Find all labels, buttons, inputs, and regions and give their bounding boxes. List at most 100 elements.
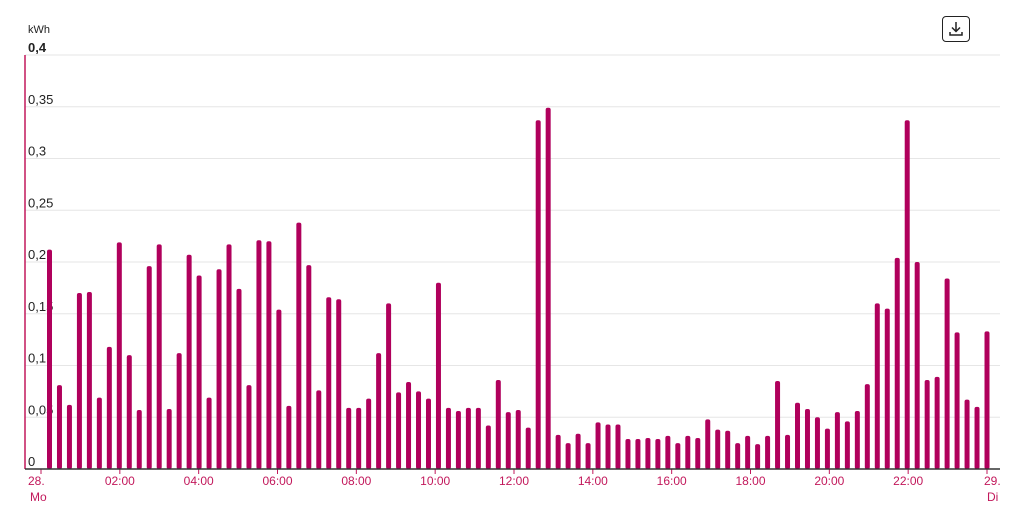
- bar: [884, 308, 890, 469]
- bar: [665, 435, 671, 469]
- x-tick-label: 06:00: [262, 474, 292, 488]
- bar: [775, 381, 781, 469]
- bar: [695, 437, 701, 469]
- bar: [545, 107, 551, 469]
- bar: [455, 411, 461, 469]
- bar: [924, 379, 930, 469]
- bar: [765, 435, 771, 469]
- bar: [425, 398, 431, 469]
- x-tick-label: 10:00: [420, 474, 450, 488]
- x-tick-label: 12:00: [499, 474, 529, 488]
- bar: [705, 419, 711, 469]
- bar: [735, 443, 741, 469]
- bar: [984, 331, 990, 469]
- bar: [326, 297, 332, 469]
- bar: [824, 428, 830, 469]
- bar: [346, 407, 352, 469]
- y-tick-label: 0,2: [28, 247, 46, 262]
- bar: [186, 254, 192, 469]
- bar: [316, 390, 322, 469]
- bar: [126, 355, 132, 469]
- bar: [495, 379, 501, 469]
- y-tick-label: 0,15: [28, 299, 53, 314]
- x-end-weekday: Di: [987, 490, 998, 504]
- bar: [435, 282, 441, 469]
- download-button[interactable]: [942, 16, 970, 42]
- bar: [505, 412, 511, 469]
- bar: [296, 222, 302, 469]
- bar: [256, 240, 262, 469]
- bar: [146, 266, 152, 469]
- bar: [156, 244, 162, 469]
- bar: [396, 392, 402, 469]
- bar: [465, 407, 471, 469]
- x-end-date: 29.: [984, 474, 1001, 488]
- bar: [605, 424, 611, 469]
- bar: [416, 391, 422, 469]
- y-tick-label: 0,05: [28, 402, 53, 417]
- bar: [944, 278, 950, 469]
- y-tick-label: 0,35: [28, 92, 53, 107]
- bar: [366, 398, 372, 469]
- bar: [336, 299, 342, 469]
- bar: [535, 120, 541, 469]
- bar: [675, 443, 681, 469]
- bar: [914, 262, 920, 469]
- bar: [56, 385, 62, 469]
- bar: [844, 421, 850, 469]
- x-tick-label: 04:00: [184, 474, 214, 488]
- download-icon: [949, 22, 963, 36]
- y-axis-unit: kWh: [28, 24, 50, 36]
- bar: [116, 242, 122, 469]
- x-tick-label: 16:00: [657, 474, 687, 488]
- bar: [86, 292, 92, 469]
- bar: [47, 249, 52, 469]
- bar: [196, 275, 202, 469]
- y-tick-label: 0,4: [28, 40, 47, 55]
- bar: [595, 422, 601, 469]
- bar: [864, 384, 870, 469]
- y-axis-ticks: 0 0,05 0,1 0,15 0,2 0,25 0,3 0,35 0,4: [28, 40, 53, 469]
- bar: [66, 404, 72, 469]
- bar: [475, 407, 481, 469]
- bar: [585, 443, 591, 469]
- bar: [655, 438, 661, 469]
- bar: [276, 309, 282, 469]
- y-tick-label: 0,25: [28, 195, 53, 210]
- x-tick-label: 22:00: [893, 474, 923, 488]
- bar: [226, 244, 232, 469]
- y-tick-label: 0,3: [28, 144, 46, 159]
- bar: [785, 434, 791, 469]
- bar: [685, 435, 691, 469]
- bar: [954, 332, 960, 469]
- bar: [266, 241, 272, 469]
- bar: [246, 385, 252, 469]
- bar: [376, 353, 382, 469]
- bar: [96, 397, 102, 469]
- bar: [176, 353, 182, 469]
- bar: [854, 411, 860, 469]
- bar: [575, 433, 581, 469]
- y-tick-label: 0,1: [28, 351, 46, 366]
- bar: [236, 288, 242, 469]
- bars: [47, 107, 990, 469]
- bar: [725, 430, 731, 469]
- bar: [615, 424, 621, 469]
- bar: [166, 408, 172, 469]
- bar: [106, 346, 112, 469]
- bar: [804, 408, 810, 469]
- bar: [755, 444, 761, 469]
- bar: [635, 438, 641, 469]
- x-tick-label: 18:00: [735, 474, 765, 488]
- bar: [515, 410, 521, 469]
- bar: [555, 434, 561, 469]
- grid-lines: [25, 54, 1000, 418]
- bar: [136, 410, 142, 469]
- bar: [974, 406, 980, 469]
- bar: [894, 257, 900, 469]
- bar: [814, 417, 820, 469]
- x-axis-ticks: 02:00 04:00 06:00 08:00 10:00 12:00 14:00 16:00…: [40, 469, 988, 488]
- bar: [485, 425, 491, 469]
- bar: [795, 402, 801, 469]
